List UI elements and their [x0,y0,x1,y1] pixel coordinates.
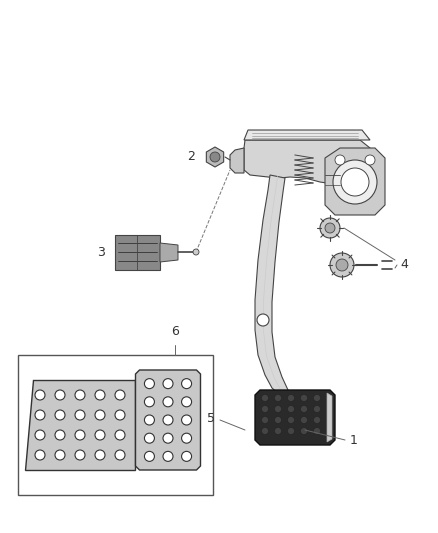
Circle shape [145,451,155,462]
Circle shape [330,253,354,277]
Circle shape [182,397,191,407]
Bar [18,355,213,495]
Circle shape [300,416,307,424]
Polygon shape [327,393,332,442]
Circle shape [75,410,85,420]
Circle shape [193,249,199,255]
Polygon shape [25,380,135,470]
Polygon shape [206,147,224,167]
Circle shape [115,450,125,460]
Circle shape [35,410,45,420]
Circle shape [95,410,105,420]
Text: 3: 3 [97,246,105,259]
Circle shape [336,259,348,271]
Circle shape [115,390,125,400]
Circle shape [35,430,45,440]
Circle shape [95,450,105,460]
Circle shape [163,433,173,443]
Circle shape [261,394,268,401]
Circle shape [145,397,155,407]
Circle shape [335,155,345,165]
Circle shape [287,394,294,401]
Circle shape [314,427,321,434]
Circle shape [163,451,173,462]
Text: 6: 6 [171,325,179,338]
Circle shape [257,314,269,326]
Circle shape [163,378,173,389]
Polygon shape [115,235,160,270]
Circle shape [320,218,340,238]
Circle shape [115,410,125,420]
Circle shape [275,394,282,401]
Circle shape [287,406,294,413]
Text: 4: 4 [400,259,408,271]
Circle shape [145,378,155,389]
Circle shape [275,416,282,424]
Polygon shape [255,390,335,445]
Circle shape [55,430,65,440]
Circle shape [75,450,85,460]
Polygon shape [255,175,295,395]
Circle shape [287,427,294,434]
Polygon shape [135,370,201,470]
Circle shape [261,427,268,434]
Circle shape [341,168,369,196]
Polygon shape [160,243,178,262]
Circle shape [35,390,45,400]
Polygon shape [244,140,370,185]
Circle shape [300,427,307,434]
Circle shape [145,415,155,425]
Circle shape [314,394,321,401]
Circle shape [55,410,65,420]
Circle shape [182,415,191,425]
Circle shape [261,406,268,413]
Circle shape [275,427,282,434]
Circle shape [95,390,105,400]
Circle shape [163,397,173,407]
Circle shape [287,416,294,424]
Circle shape [115,430,125,440]
Circle shape [182,451,191,462]
Circle shape [365,155,375,165]
Circle shape [163,415,173,425]
Circle shape [75,390,85,400]
Circle shape [95,430,105,440]
Circle shape [55,450,65,460]
Circle shape [300,406,307,413]
Circle shape [182,433,191,443]
Circle shape [55,390,65,400]
Circle shape [314,406,321,413]
Circle shape [333,160,377,204]
Polygon shape [244,130,370,140]
Text: 1: 1 [350,433,358,447]
Circle shape [210,152,220,162]
Circle shape [325,223,335,233]
Circle shape [75,430,85,440]
Circle shape [182,378,191,389]
Polygon shape [230,148,244,173]
Circle shape [261,416,268,424]
Circle shape [145,433,155,443]
Circle shape [275,406,282,413]
Text: 2: 2 [187,150,195,164]
Circle shape [300,394,307,401]
Text: 5: 5 [207,411,215,424]
Circle shape [314,416,321,424]
Circle shape [35,450,45,460]
Polygon shape [325,148,385,215]
